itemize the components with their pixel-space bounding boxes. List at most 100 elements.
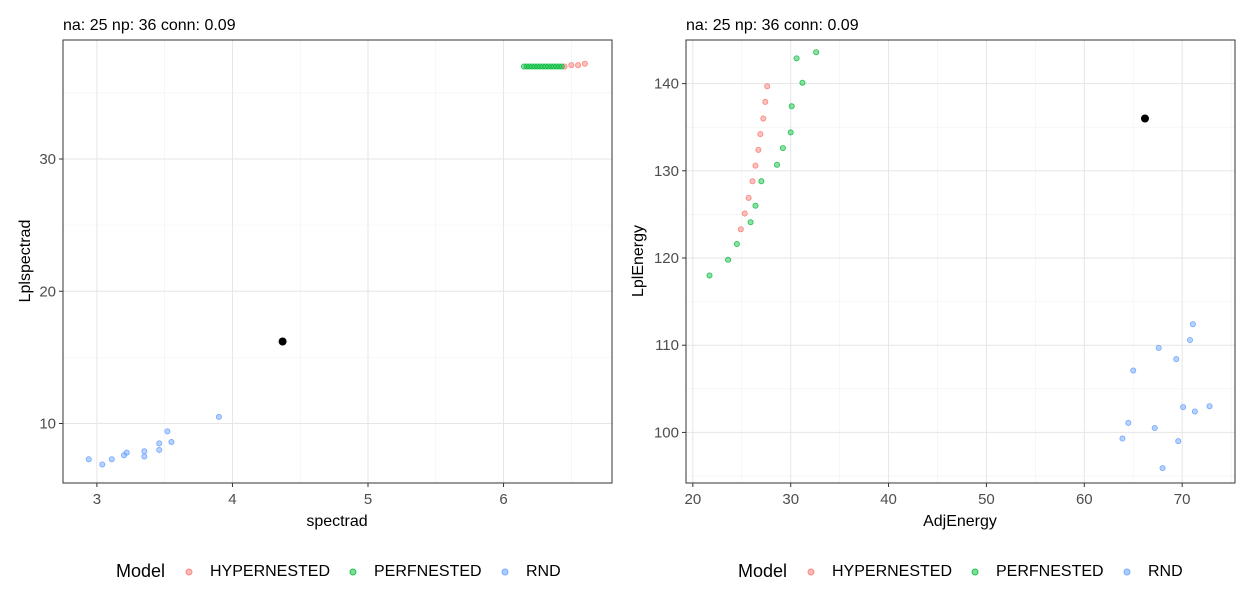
data-point — [1206, 403, 1213, 410]
data-point — [793, 55, 800, 62]
x-tick-label: 20 — [685, 491, 702, 508]
data-point — [762, 98, 769, 105]
x-tick-label: 4 — [228, 491, 236, 508]
data-point — [799, 79, 806, 86]
axis-ticks: 20 30 40 50 60 70 100 110 120 130 140 — [654, 76, 1191, 508]
data-point — [774, 161, 781, 168]
highlight-point — [278, 337, 287, 346]
data-point — [568, 62, 575, 69]
data-point — [745, 194, 752, 201]
x-tick-label: 3 — [93, 491, 101, 508]
data-point — [758, 178, 765, 185]
grid-lines — [686, 39, 1235, 483]
data-point — [813, 49, 820, 56]
data-point — [1191, 408, 1198, 415]
legend-label: PERFNESTED — [374, 563, 482, 580]
plot-area — [686, 40, 1235, 483]
data-point — [752, 162, 759, 169]
legend-marker — [349, 568, 357, 576]
y-tick-label: 130 — [654, 163, 679, 180]
y-tick-label: 140 — [654, 76, 679, 93]
chart-title: na: 25 np: 36 conn: 0.09 — [686, 17, 859, 34]
data-point — [156, 446, 163, 453]
y-tick-label: 30 — [39, 151, 56, 168]
data-points — [706, 49, 1213, 472]
data-point — [737, 226, 744, 233]
x-tick-label: 60 — [1076, 491, 1093, 508]
chart-title: na: 25 np: 36 conn: 0.09 — [63, 17, 236, 34]
data-point — [1189, 321, 1196, 328]
legend-item: RND — [1123, 563, 1183, 580]
x-tick-label: 40 — [880, 491, 897, 508]
plot-border — [62, 39, 613, 484]
data-point — [725, 256, 732, 263]
x-tick-label: 6 — [499, 491, 507, 508]
x-tick-label: 5 — [364, 491, 372, 508]
data-point — [123, 449, 130, 456]
data-point — [733, 241, 740, 248]
legend-marker — [501, 568, 509, 576]
legend-item: RND — [501, 563, 561, 580]
legend-marker — [1123, 568, 1131, 576]
data-point — [1173, 356, 1180, 363]
grid-lines — [63, 40, 612, 483]
y-tick-label: 120 — [654, 250, 679, 267]
data-point — [99, 461, 106, 468]
y-tick-label: 10 — [39, 415, 56, 432]
data-point — [741, 210, 748, 217]
data-point — [168, 439, 175, 446]
data-point — [1180, 404, 1187, 411]
data-point — [760, 115, 767, 122]
legend: Model HYPERNESTED PERFNESTED RND — [738, 561, 1183, 581]
data-point — [1175, 438, 1182, 445]
plot-area — [63, 40, 612, 483]
y-tick-label: 100 — [654, 424, 679, 441]
data-points — [85, 60, 588, 468]
data-point — [757, 131, 764, 138]
data-point — [164, 428, 171, 435]
data-point — [1125, 419, 1132, 426]
legend-label: PERFNESTED — [996, 563, 1104, 580]
x-axis-label: AdjEnergy — [923, 513, 997, 530]
data-point — [1186, 336, 1193, 343]
legend-marker — [185, 568, 193, 576]
data-point — [706, 272, 713, 279]
data-point — [749, 178, 756, 185]
legend-item: PERFNESTED — [971, 563, 1104, 580]
chart-panel-left: na: 25 np: 36 conn: 0.09 3 4 5 6 10 20 30 spec… — [17, 17, 613, 581]
legend-item: HYPERNESTED — [807, 563, 952, 580]
legend-item: PERFNESTED — [349, 563, 482, 580]
data-point — [755, 146, 762, 153]
data-point — [575, 62, 582, 69]
data-point — [1159, 465, 1166, 472]
legend-label: HYPERNESTED — [832, 563, 952, 580]
data-point — [788, 103, 795, 110]
x-tick-label: 50 — [978, 491, 995, 508]
axis-ticks: 3 4 5 6 10 20 30 — [39, 151, 507, 508]
highlight-point — [1140, 114, 1149, 123]
legend-marker — [971, 568, 979, 576]
y-tick-label: 20 — [39, 283, 56, 300]
data-point — [108, 456, 115, 463]
legend-label: RND — [526, 563, 561, 580]
plot-border — [685, 39, 1236, 484]
data-point — [779, 145, 786, 152]
legend-title: Model — [738, 561, 787, 581]
data-point — [141, 448, 148, 455]
x-tick-label: 30 — [782, 491, 799, 508]
y-tick-label: 110 — [655, 337, 679, 354]
data-point — [764, 83, 771, 90]
y-axis-label: LplEnergy — [630, 225, 647, 297]
legend-label: RND — [1148, 563, 1183, 580]
legend-item: HYPERNESTED — [185, 563, 330, 580]
data-point — [752, 202, 759, 209]
data-point — [581, 60, 588, 67]
data-point — [1151, 425, 1158, 432]
data-point — [1119, 435, 1126, 442]
x-axis-label: spectrad — [306, 513, 367, 530]
x-tick-label: 70 — [1174, 491, 1191, 508]
data-point — [141, 453, 148, 460]
legend-marker — [807, 568, 815, 576]
legend-title: Model — [116, 561, 165, 581]
